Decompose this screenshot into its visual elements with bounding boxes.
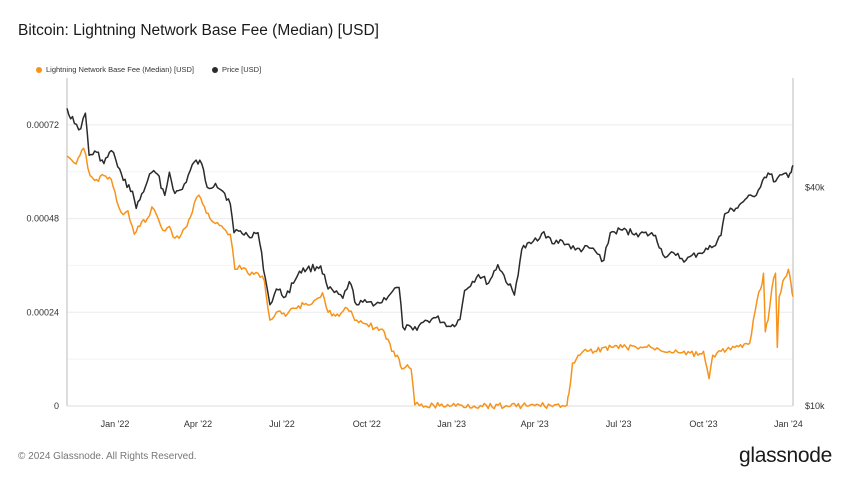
legend-item-fee[interactable]: Lightning Network Base Fee (Median) [USD…	[36, 65, 194, 74]
chart-legend: Lightning Network Base Fee (Median) [USD…	[36, 65, 261, 74]
tick-labels: 0 0.00024 0.00048 0.00072 $10k $40k Jan '22 Apr…	[26, 120, 825, 429]
x-tick-label: Jan '24	[774, 419, 803, 429]
x-tick-label: Oct '23	[689, 419, 717, 429]
x-tick-label: Jan '23	[437, 419, 466, 429]
x-tick-label: Jul '23	[606, 419, 632, 429]
chart-title: Bitcoin: Lightning Network Base Fee (Med…	[18, 22, 379, 39]
y-right-tick-label: $40k	[805, 182, 825, 192]
x-tick-label: Jul '22	[269, 419, 295, 429]
legend-dot-price	[211, 66, 218, 73]
legend-label-fee: Lightning Network Base Fee (Median) [USD…	[46, 65, 194, 74]
y-left-tick-label: 0	[54, 401, 59, 411]
y-left-tick-label: 0.00072	[26, 120, 59, 130]
series-lines	[66, 108, 794, 410]
legend-label-price: Price [USD]	[221, 65, 262, 74]
brand-logo: glassnode	[738, 444, 832, 467]
x-tick-label: Apr '23	[521, 419, 549, 429]
price-line	[66, 108, 794, 331]
x-tick-label: Jan '22	[101, 419, 130, 429]
y-left-tick-label: 0.00024	[26, 307, 59, 317]
y-left-tick-label: 0.00048	[26, 214, 59, 224]
axes	[66, 78, 794, 407]
grid-lines	[67, 124, 793, 407]
y-right-tick-label: $10k	[805, 401, 825, 411]
x-tick-label: Oct '22	[353, 419, 381, 429]
x-tick-label: Apr '22	[184, 419, 212, 429]
fee-line	[66, 147, 794, 410]
legend-item-price[interactable]: Price [USD]	[211, 65, 262, 74]
copyright-footer: © 2024 Glassnode. All Rights Reserved.	[18, 451, 197, 462]
legend-dot-fee	[36, 66, 42, 73]
